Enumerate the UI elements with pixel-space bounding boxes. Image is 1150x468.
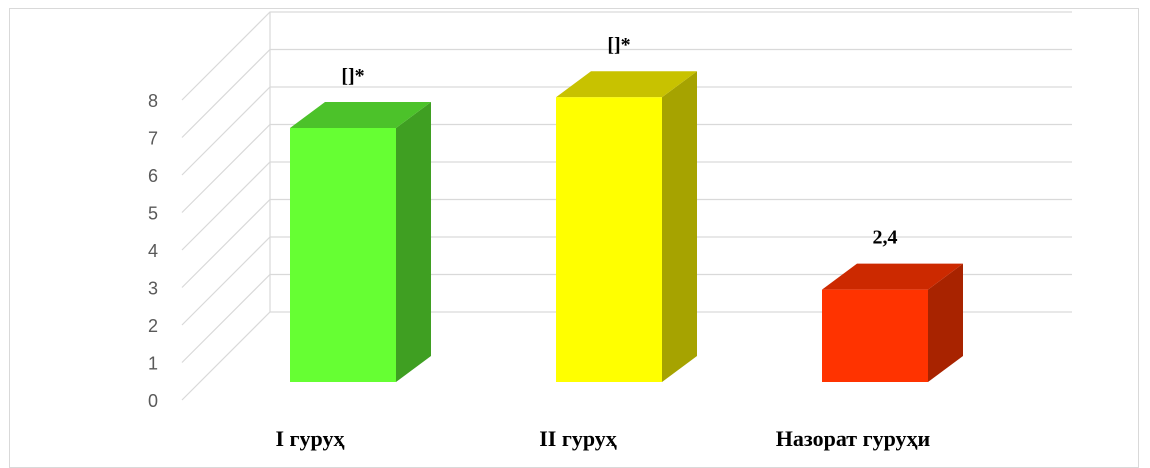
bars bbox=[290, 71, 963, 382]
y-tick-label: 7 bbox=[148, 129, 158, 149]
bar bbox=[290, 102, 431, 382]
y-tick-label: 1 bbox=[148, 354, 158, 374]
y-tick-label: 5 bbox=[148, 204, 158, 224]
bar-front-face bbox=[290, 128, 396, 382]
y-tick-label: 4 bbox=[148, 241, 158, 261]
x-category-label: I гуруҳ bbox=[276, 426, 345, 451]
bar-top-face bbox=[822, 263, 963, 290]
bar-front-face bbox=[822, 289, 928, 382]
data-labels: []* []* 2,4 bbox=[341, 34, 897, 248]
bar-side-face bbox=[662, 71, 697, 382]
y-tick-label: 0 bbox=[148, 391, 158, 411]
bar-chart-3d: 0 1 2 3 4 5 6 7 8 []* []* 2,4 I гуруҳ II гуруҳ Назор… bbox=[148, 11, 1072, 451]
y-tick-label: 6 bbox=[148, 166, 158, 186]
bar bbox=[822, 263, 963, 382]
y-tick-label: 2 bbox=[148, 316, 158, 336]
bar bbox=[556, 71, 697, 382]
y-axis-ticks: 0 1 2 3 4 5 6 7 8 bbox=[148, 91, 158, 411]
y-tick-label: 3 bbox=[148, 279, 158, 299]
bar-top-face bbox=[556, 71, 697, 98]
bar-top-face bbox=[290, 102, 431, 128]
bar-front-face bbox=[556, 97, 662, 382]
data-label: []* bbox=[341, 65, 364, 87]
data-label: 2,4 bbox=[873, 227, 898, 249]
gridlines bbox=[181, 11, 1072, 401]
bar-side-face bbox=[396, 102, 431, 382]
data-label: []* bbox=[607, 34, 630, 56]
x-category-label: Назорат гуруҳи bbox=[776, 426, 931, 451]
bar-side-face bbox=[928, 263, 963, 382]
x-axis-categories: I гуруҳ II гуруҳ Назорат гуруҳи bbox=[276, 426, 931, 451]
y-tick-label: 8 bbox=[148, 91, 158, 111]
x-category-label: II гуруҳ bbox=[539, 426, 617, 451]
